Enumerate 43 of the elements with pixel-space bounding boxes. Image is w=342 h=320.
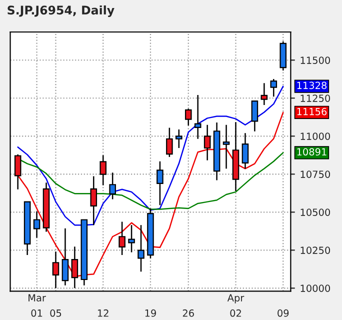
- candlestick: [184, 108, 192, 126]
- y-tick-label: 10750: [300, 170, 330, 178]
- x-tick-label: 01: [31, 309, 42, 317]
- y-tick-label: 10250: [300, 246, 330, 254]
- candlestick: [194, 94, 202, 140]
- x-tick-label: 19: [145, 309, 156, 317]
- y-tick-label: 11500: [300, 56, 330, 64]
- x-tick-label: 09: [278, 309, 289, 317]
- x-tick-label: 26: [182, 309, 194, 317]
- x-tick-label: 02: [230, 309, 241, 317]
- annotation: 10891: [297, 148, 326, 156]
- candlestick: [242, 132, 249, 170]
- candlestick: [260, 82, 268, 106]
- y-tick-label: 10000: [300, 284, 330, 292]
- candlestick: [62, 228, 69, 286]
- candlestick: [90, 176, 98, 226]
- candlestick: [71, 246, 78, 289]
- candlestick: [166, 127, 173, 158]
- x-tick-label: 05: [50, 309, 62, 317]
- annotation: 11156: [297, 108, 327, 116]
- x-tick-label: 12: [98, 309, 108, 317]
- candlestick: [156, 160, 164, 206]
- candlestick: [52, 251, 60, 289]
- y-tick-label: 11250: [300, 94, 330, 102]
- y-tick-label: 11000: [300, 132, 330, 140]
- candlestick: [100, 154, 107, 186]
- candlestick: [138, 224, 144, 272]
- text: Apr: [227, 294, 244, 304]
- candlestick: [33, 210, 40, 238]
- candlestick: [118, 221, 126, 256]
- candlestick: [176, 128, 182, 149]
- line-series: [17, 86, 284, 226]
- candlestick: [204, 124, 211, 161]
- text: Mar: [28, 294, 46, 302]
- candlestick: [128, 224, 135, 253]
- candlestick: [270, 78, 278, 98]
- chart-title: S.JP.J6954, Daily: [8, 5, 114, 17]
- annotation: 11328: [297, 82, 327, 90]
- y-tick-label: 10500: [300, 208, 330, 216]
- candlestick: [109, 172, 116, 200]
- candlestick: [14, 154, 22, 190]
- candlestick: [222, 124, 230, 170]
- candlestick: [251, 100, 258, 132]
